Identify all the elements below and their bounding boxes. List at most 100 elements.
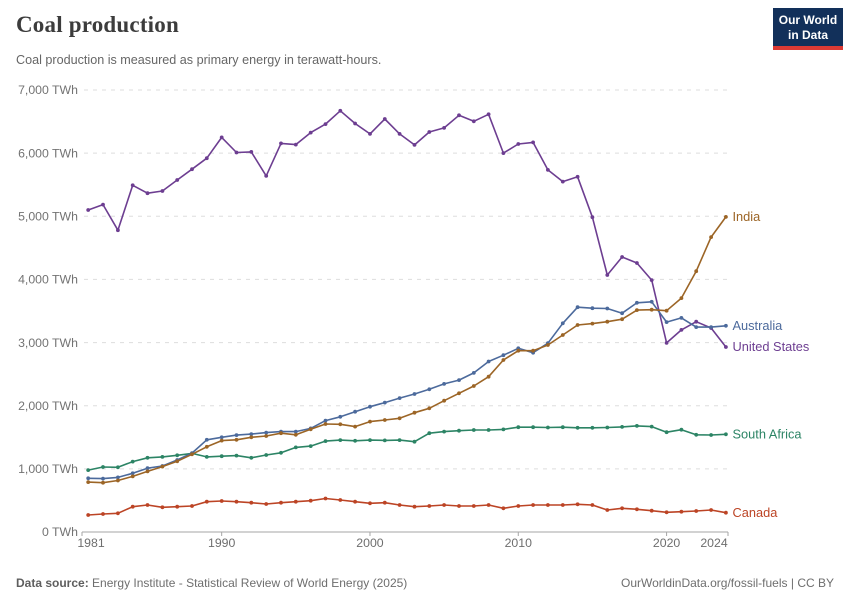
data-point[interactable]	[293, 142, 298, 147]
data-point[interactable]	[86, 513, 91, 517]
data-point[interactable]	[279, 500, 283, 505]
series-line-canada[interactable]	[88, 497, 727, 516]
data-point[interactable]	[130, 471, 135, 476]
data-point[interactable]	[531, 140, 535, 145]
data-point[interactable]	[308, 130, 313, 135]
data-point[interactable]	[249, 500, 254, 505]
data-point[interactable]	[457, 113, 461, 118]
data-point[interactable]	[353, 438, 357, 443]
data-point[interactable]	[546, 425, 550, 430]
data-point[interactable]	[605, 273, 610, 277]
data-point[interactable]	[605, 319, 610, 324]
data-point[interactable]	[724, 432, 728, 437]
data-point[interactable]	[620, 506, 624, 511]
data-point[interactable]	[86, 208, 91, 212]
data-point[interactable]	[457, 504, 461, 508]
data-point[interactable]	[457, 378, 461, 382]
data-point[interactable]	[709, 508, 713, 512]
data-point[interactable]	[397, 396, 402, 400]
data-point[interactable]	[116, 465, 120, 470]
data-point[interactable]	[323, 418, 328, 423]
data-point[interactable]	[590, 503, 595, 507]
data-point[interactable]	[249, 455, 254, 460]
data-point[interactable]	[620, 317, 624, 322]
data-point[interactable]	[664, 308, 669, 313]
series-line-south-africa[interactable]	[88, 425, 726, 471]
data-point[interactable]	[368, 132, 372, 136]
data-point[interactable]	[219, 435, 224, 440]
data-point[interactable]	[293, 432, 298, 437]
data-point[interactable]	[516, 348, 521, 353]
data-point[interactable]	[190, 452, 194, 457]
data-point[interactable]	[264, 434, 269, 438]
data-point[interactable]	[234, 150, 239, 155]
data-point[interactable]	[471, 428, 476, 432]
data-point[interactable]	[353, 409, 357, 414]
data-point[interactable]	[338, 414, 343, 419]
series-label-south-africa[interactable]: South Africa	[733, 427, 803, 442]
data-point[interactable]	[442, 126, 446, 130]
data-point[interactable]	[605, 306, 610, 311]
data-point[interactable]	[160, 455, 165, 459]
data-point[interactable]	[442, 382, 446, 386]
series-united-states[interactable]: United States	[86, 108, 809, 354]
data-point[interactable]	[635, 261, 639, 265]
data-point[interactable]	[397, 503, 402, 507]
data-point[interactable]	[145, 503, 150, 507]
data-point[interactable]	[560, 179, 565, 184]
data-point[interactable]	[486, 503, 491, 507]
data-point[interactable]	[249, 435, 254, 440]
data-point[interactable]	[264, 453, 269, 457]
data-point[interactable]	[620, 311, 624, 316]
data-point[interactable]	[679, 296, 684, 300]
data-point[interactable]	[442, 503, 446, 507]
data-point[interactable]	[664, 430, 669, 435]
data-point[interactable]	[486, 428, 491, 432]
data-point[interactable]	[724, 510, 728, 515]
data-point[interactable]	[501, 427, 506, 432]
data-point[interactable]	[635, 308, 639, 312]
data-point[interactable]	[130, 459, 135, 464]
data-point[interactable]	[382, 117, 387, 121]
data-point[interactable]	[560, 333, 565, 337]
data-point[interactable]	[338, 438, 343, 442]
data-point[interactable]	[590, 306, 595, 311]
data-point[interactable]	[427, 431, 432, 436]
data-point[interactable]	[175, 453, 180, 458]
data-point[interactable]	[353, 499, 357, 504]
data-point[interactable]	[279, 450, 283, 455]
data-point[interactable]	[501, 358, 506, 362]
data-point[interactable]	[635, 507, 639, 512]
data-point[interactable]	[382, 400, 387, 405]
data-point[interactable]	[397, 416, 402, 421]
owid-logo[interactable]: Our World in Data	[773, 8, 843, 51]
data-point[interactable]	[427, 504, 432, 508]
data-point[interactable]	[546, 503, 550, 507]
data-point[interactable]	[382, 500, 387, 505]
data-point[interactable]	[175, 178, 180, 182]
data-point[interactable]	[323, 439, 328, 443]
series-line-united-states[interactable]	[87, 110, 727, 348]
data-point[interactable]	[204, 156, 209, 161]
data-point[interactable]	[264, 174, 269, 178]
data-point[interactable]	[412, 439, 417, 444]
data-point[interactable]	[204, 444, 209, 449]
data-point[interactable]	[219, 438, 224, 443]
data-point[interactable]	[471, 371, 476, 375]
data-point[interactable]	[442, 429, 446, 434]
data-point[interactable]	[204, 437, 209, 442]
data-point[interactable]	[249, 432, 254, 436]
series-label-australia[interactable]: Australia	[733, 318, 784, 333]
data-point[interactable]	[86, 480, 91, 484]
data-point[interactable]	[353, 424, 357, 429]
data-point[interactable]	[442, 398, 446, 403]
data-point[interactable]	[160, 464, 165, 469]
data-point[interactable]	[160, 505, 165, 510]
series-line-india[interactable]	[88, 216, 727, 484]
data-point[interactable]	[575, 174, 580, 179]
data-point[interactable]	[516, 504, 521, 508]
data-point[interactable]	[338, 108, 343, 113]
data-point[interactable]	[204, 499, 209, 504]
data-point[interactable]	[234, 499, 239, 504]
